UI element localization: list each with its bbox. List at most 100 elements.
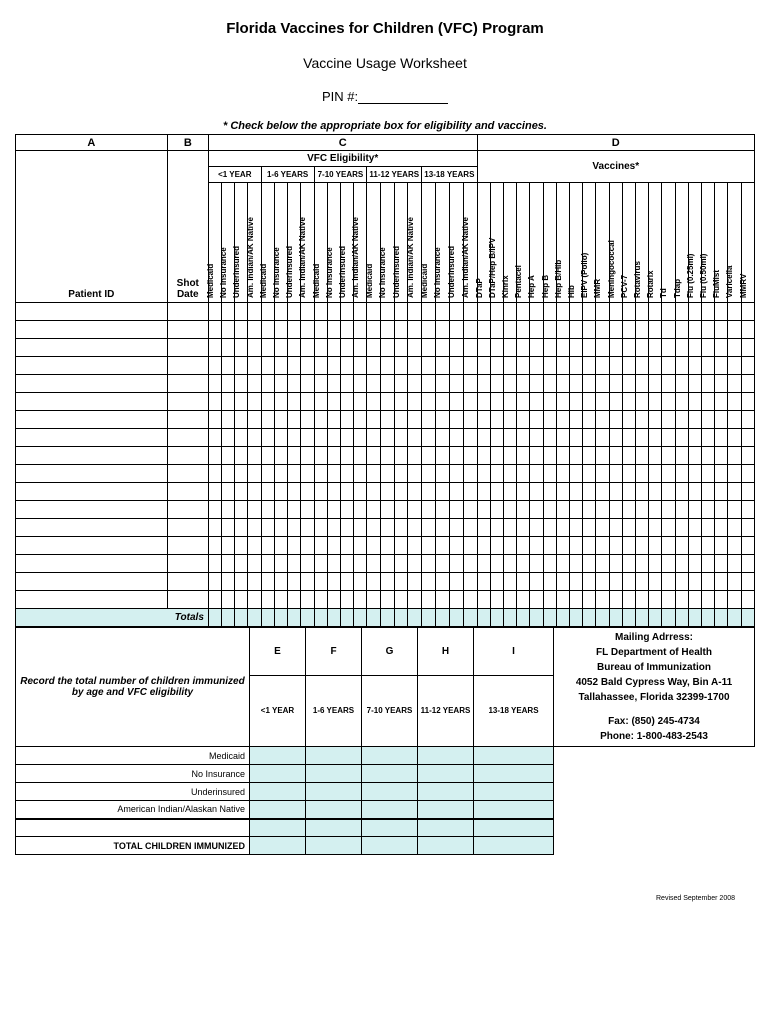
check-cell[interactable]	[741, 591, 754, 609]
check-cell[interactable]	[340, 483, 353, 501]
check-cell[interactable]	[530, 375, 543, 393]
check-cell[interactable]	[463, 501, 477, 519]
summary-cell[interactable]	[474, 747, 554, 765]
shot-date-cell[interactable]	[167, 303, 208, 321]
check-cell[interactable]	[408, 375, 422, 393]
check-cell[interactable]	[408, 591, 422, 609]
check-cell[interactable]	[556, 573, 569, 591]
check-cell[interactable]	[728, 555, 741, 573]
check-cell[interactable]	[635, 519, 648, 537]
check-cell[interactable]	[381, 465, 395, 483]
check-cell[interactable]	[208, 573, 221, 591]
check-cell[interactable]	[463, 447, 477, 465]
check-cell[interactable]	[354, 375, 367, 393]
check-cell[interactable]	[463, 429, 477, 447]
check-cell[interactable]	[675, 555, 688, 573]
check-cell[interactable]	[741, 375, 754, 393]
check-cell[interactable]	[288, 429, 301, 447]
check-cell[interactable]	[556, 339, 569, 357]
check-cell[interactable]	[649, 465, 662, 483]
check-cell[interactable]	[436, 339, 450, 357]
check-cell[interactable]	[354, 573, 367, 591]
shot-date-cell[interactable]	[167, 339, 208, 357]
check-cell[interactable]	[583, 501, 596, 519]
check-cell[interactable]	[301, 591, 314, 609]
check-cell[interactable]	[715, 537, 728, 555]
check-cell[interactable]	[662, 393, 675, 411]
check-cell[interactable]	[408, 465, 422, 483]
check-cell[interactable]	[422, 501, 436, 519]
check-cell[interactable]	[596, 339, 609, 357]
check-cell[interactable]	[503, 519, 516, 537]
check-cell[interactable]	[261, 447, 274, 465]
check-cell[interactable]	[728, 321, 741, 339]
check-cell[interactable]	[622, 375, 635, 393]
check-cell[interactable]	[622, 483, 635, 501]
check-cell[interactable]	[596, 573, 609, 591]
check-cell[interactable]	[741, 303, 754, 321]
check-cell[interactable]	[327, 447, 340, 465]
check-cell[interactable]	[477, 501, 490, 519]
check-cell[interactable]	[596, 501, 609, 519]
check-cell[interactable]	[622, 393, 635, 411]
check-cell[interactable]	[340, 339, 353, 357]
check-cell[interactable]	[543, 339, 556, 357]
check-cell[interactable]	[543, 321, 556, 339]
check-cell[interactable]	[701, 537, 714, 555]
check-cell[interactable]	[208, 429, 221, 447]
patient-id-cell[interactable]	[16, 555, 168, 573]
check-cell[interactable]	[517, 393, 530, 411]
check-cell[interactable]	[728, 339, 741, 357]
check-cell[interactable]	[543, 519, 556, 537]
check-cell[interactable]	[340, 465, 353, 483]
check-cell[interactable]	[436, 573, 450, 591]
check-cell[interactable]	[463, 519, 477, 537]
check-cell[interactable]	[463, 393, 477, 411]
check-cell[interactable]	[635, 591, 648, 609]
check-cell[interactable]	[222, 375, 235, 393]
check-cell[interactable]	[327, 483, 340, 501]
check-cell[interactable]	[208, 591, 221, 609]
check-cell[interactable]	[622, 537, 635, 555]
check-cell[interactable]	[449, 537, 463, 555]
check-cell[interactable]	[635, 429, 648, 447]
check-cell[interactable]	[394, 375, 408, 393]
check-cell[interactable]	[301, 483, 314, 501]
check-cell[interactable]	[449, 483, 463, 501]
check-cell[interactable]	[543, 573, 556, 591]
check-cell[interactable]	[222, 393, 235, 411]
check-cell[interactable]	[367, 573, 381, 591]
check-cell[interactable]	[715, 501, 728, 519]
check-cell[interactable]	[635, 357, 648, 375]
check-cell[interactable]	[208, 447, 221, 465]
check-cell[interactable]	[314, 429, 327, 447]
check-cell[interactable]	[649, 375, 662, 393]
check-cell[interactable]	[688, 339, 701, 357]
check-cell[interactable]	[288, 555, 301, 573]
check-cell[interactable]	[288, 483, 301, 501]
check-cell[interactable]	[662, 519, 675, 537]
check-cell[interactable]	[208, 519, 221, 537]
check-cell[interactable]	[556, 555, 569, 573]
check-cell[interactable]	[394, 483, 408, 501]
check-cell[interactable]	[354, 321, 367, 339]
check-cell[interactable]	[741, 465, 754, 483]
check-cell[interactable]	[449, 339, 463, 357]
check-cell[interactable]	[381, 501, 395, 519]
check-cell[interactable]	[274, 357, 287, 375]
check-cell[interactable]	[490, 429, 503, 447]
check-cell[interactable]	[235, 519, 248, 537]
check-cell[interactable]	[701, 555, 714, 573]
check-cell[interactable]	[596, 465, 609, 483]
check-cell[interactable]	[354, 465, 367, 483]
check-cell[interactable]	[248, 573, 261, 591]
check-cell[interactable]	[208, 483, 221, 501]
check-cell[interactable]	[649, 519, 662, 537]
check-cell[interactable]	[556, 519, 569, 537]
check-cell[interactable]	[301, 465, 314, 483]
check-cell[interactable]	[408, 519, 422, 537]
check-cell[interactable]	[503, 447, 516, 465]
check-cell[interactable]	[208, 321, 221, 339]
check-cell[interactable]	[449, 303, 463, 321]
check-cell[interactable]	[449, 501, 463, 519]
